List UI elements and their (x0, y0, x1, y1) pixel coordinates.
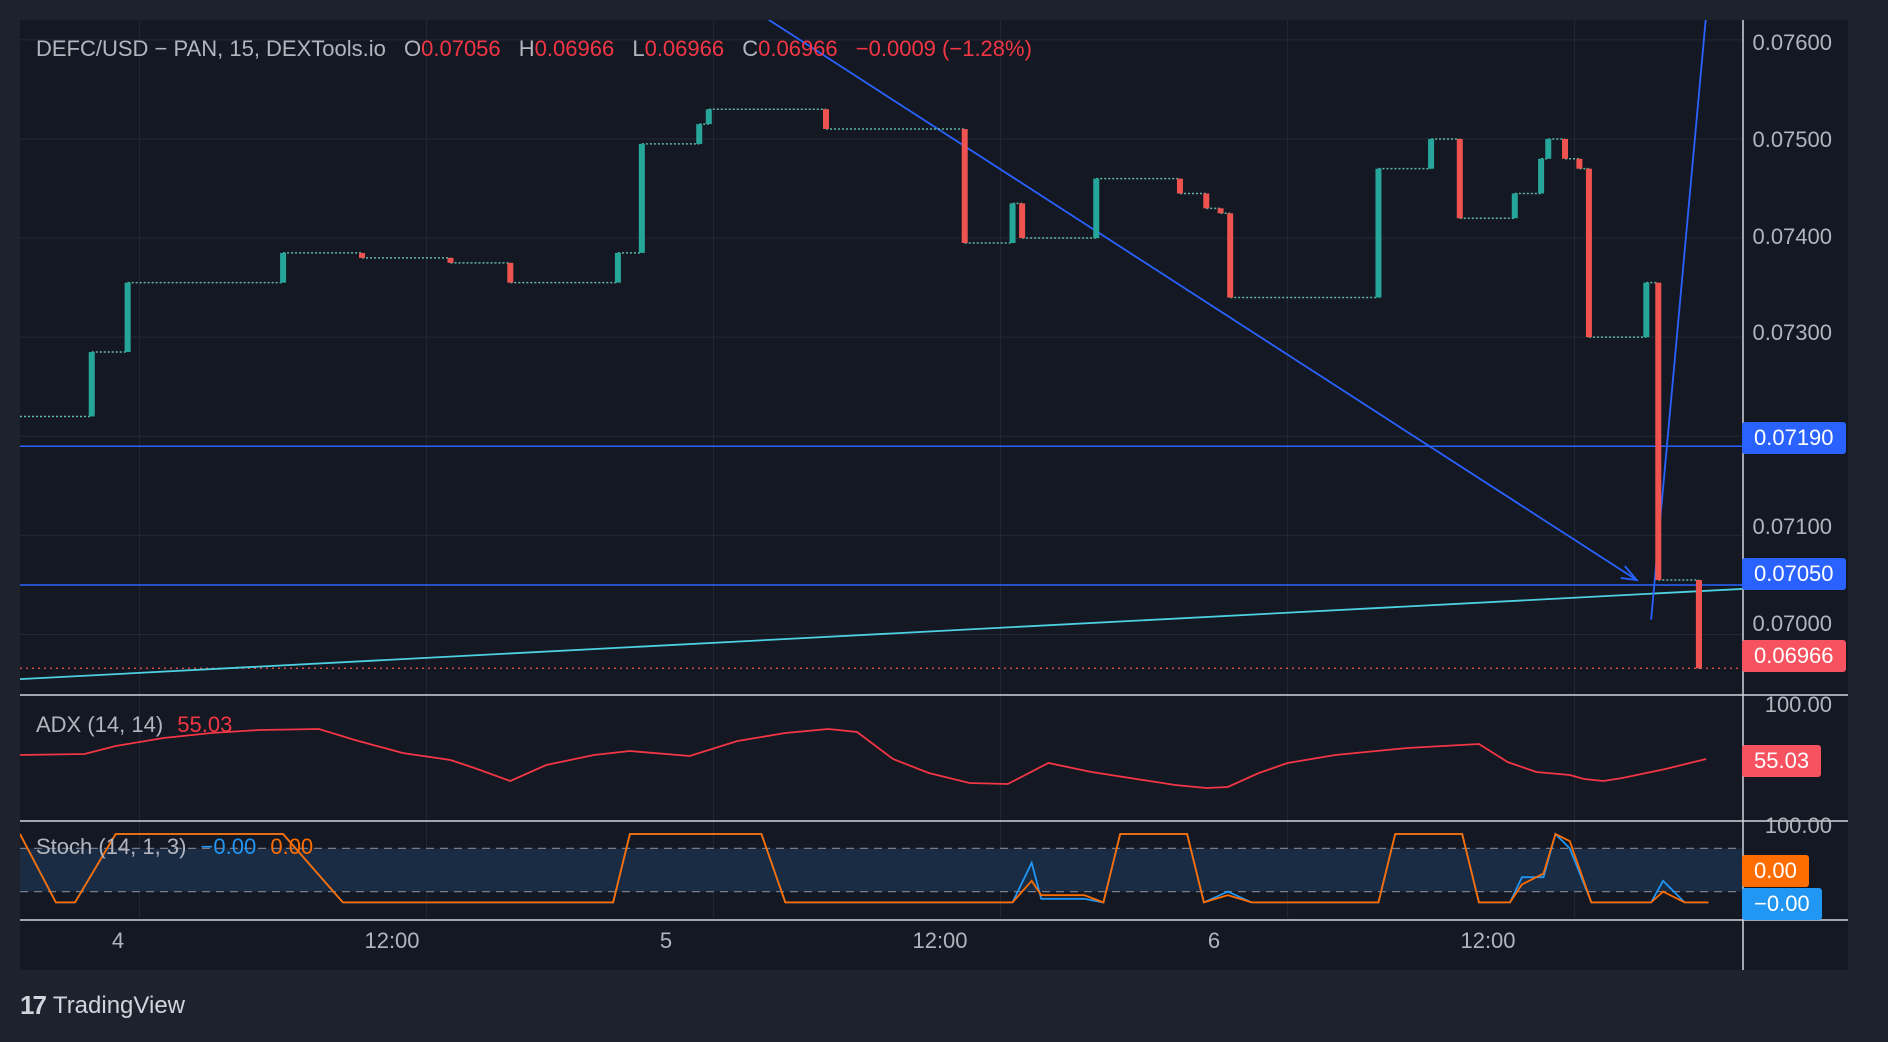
price-candle (1655, 282, 1662, 581)
price-candle (507, 262, 514, 283)
price-tick: 0.07500 (1752, 127, 1832, 152)
time-tick: 12:00 (1460, 928, 1516, 953)
trendline (20, 588, 1743, 681)
price-candle (359, 252, 366, 258)
time-tick: 5 (659, 928, 673, 953)
price-candle (1217, 208, 1224, 214)
price-candle (1176, 178, 1183, 194)
adx-value: 55.03 (177, 712, 233, 737)
last-price-badge: 0.06966 (1742, 640, 1846, 672)
stoch-axis-top: 100.00 (1764, 813, 1832, 838)
low-value: 0.06966 (644, 36, 725, 61)
price-candle (705, 109, 712, 125)
level-badge-lower: 0.07050 (1742, 558, 1846, 590)
price-candle (1585, 168, 1592, 338)
price-candle (822, 109, 829, 130)
adx-legend: ADX (14, 14) 55.03 (36, 712, 232, 738)
stoch-band (20, 848, 1742, 892)
stoch-label: Stoch (14, 1, 3) (36, 834, 187, 859)
price-tick: 0.07300 (1752, 320, 1832, 345)
adx-badge: 55.03 (1742, 745, 1822, 777)
stoch-d-value: 0.00 (270, 834, 314, 859)
level-badge-upper: 0.07190 (1742, 422, 1846, 454)
price-candle (614, 252, 621, 283)
price-candle (1375, 168, 1382, 298)
price-candle (1545, 138, 1552, 159)
trendline (767, 20, 1638, 581)
price-candle (1428, 138, 1435, 169)
price-candle (1643, 282, 1650, 338)
time-tick: 6 (1207, 928, 1221, 953)
price-tick: 0.07000 (1752, 611, 1832, 636)
price-candle (1511, 193, 1518, 219)
open-label: O (404, 36, 422, 61)
price-candle (447, 257, 454, 263)
stoch-d-badge: 0.00 (1742, 855, 1809, 887)
trend-arrow-head (1620, 565, 1639, 582)
high-value: 0.06966 (534, 36, 615, 61)
price-tick: 0.07600 (1752, 30, 1832, 55)
chart-canvas[interactable] (20, 20, 1848, 970)
stoch-k-badge: −0.00 (1742, 888, 1822, 920)
adx-axis-top: 100.00 (1764, 692, 1832, 717)
main-legend: DEFC/USD − PAN, 15, DEXTools.io O0.07056… (36, 36, 1032, 62)
price-candle (961, 129, 968, 244)
time-tick: 12:00 (364, 928, 420, 953)
brand-label: TradingView (52, 991, 185, 1019)
close-value: 0.06966 (758, 36, 838, 61)
stoch-d-line (20, 832, 1709, 904)
price-candle (1538, 158, 1545, 194)
close-label: C (742, 36, 759, 61)
price-candle (280, 252, 287, 283)
symbol-label: DEFC/USD − PAN, 15, DEXTools.io (36, 36, 386, 61)
price-candle (696, 124, 703, 144)
price-candle (88, 352, 95, 417)
price-candle (1695, 584, 1702, 669)
tradingview-logo-icon: 17 (20, 990, 47, 1020)
stoch-k-value: −0.00 (200, 834, 257, 859)
price-candle (1009, 203, 1016, 244)
price-candle (1203, 193, 1210, 209)
low-label: L (632, 36, 645, 61)
open-value: 0.07056 (421, 36, 501, 61)
price-candle (1562, 138, 1569, 159)
price-tick: 0.07400 (1752, 224, 1832, 249)
stoch-legend: Stoch (14, 1, 3) −0.00 0.00 (36, 834, 313, 860)
price-candle (1019, 203, 1026, 239)
time-tick: 4 (111, 928, 125, 953)
chart-area[interactable] (20, 20, 1848, 970)
price-candle (124, 282, 131, 353)
adx-label: ADX (14, 14) (36, 712, 164, 737)
tradingview-logo[interactable]: 17 TradingView (20, 990, 185, 1021)
time-tick: 12:00 (912, 928, 968, 953)
price-candle (1227, 213, 1234, 298)
price-candle (1093, 178, 1100, 239)
adx-line (20, 728, 1707, 789)
high-label: H (518, 36, 535, 61)
price-tick: 0.07100 (1752, 514, 1832, 539)
price-candle (1456, 138, 1463, 219)
price-candle (1576, 158, 1583, 169)
price-candle (638, 143, 645, 253)
change-value: −0.0009 (−1.28%) (855, 36, 1032, 61)
